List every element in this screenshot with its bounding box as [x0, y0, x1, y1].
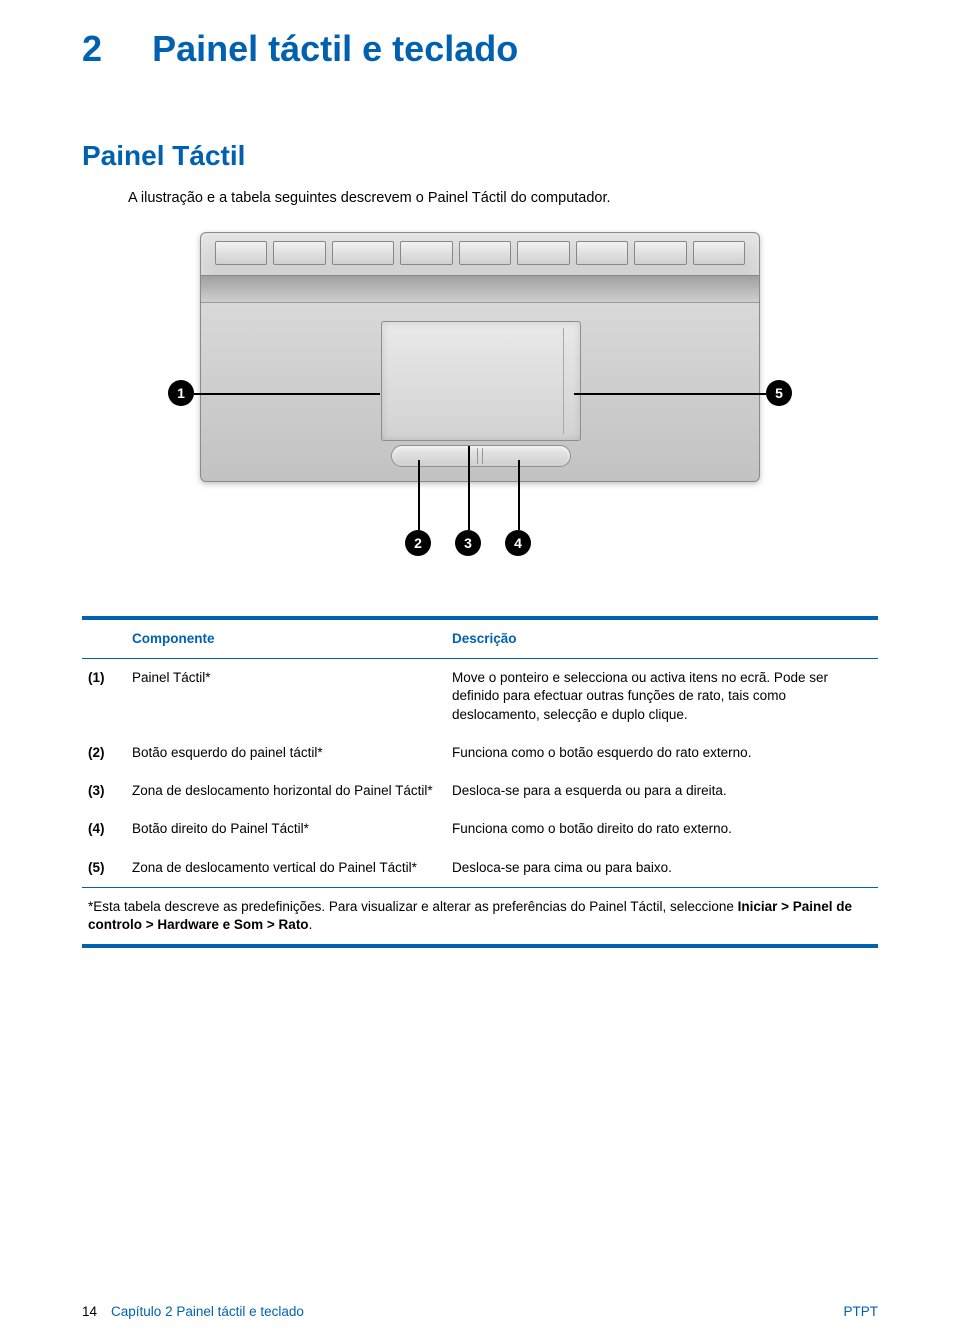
palmrest [201, 303, 759, 481]
row-num: (5) [88, 860, 105, 875]
footer-lang: PTPT [843, 1304, 878, 1319]
row-component: Zona de deslocamento vertical do Painel … [126, 849, 446, 887]
row-component: Botão esquerdo do painel táctil* [126, 734, 446, 772]
components-table: Componente Descrição (1) Painel Táctil* … [82, 616, 878, 948]
row-num: (3) [88, 783, 105, 798]
row-description: Funciona como o botão direito do rato ex… [446, 810, 878, 848]
table-rule-bottom [82, 944, 878, 948]
row-component: Zona de deslocamento horizontal do Paine… [126, 772, 446, 810]
table-row: (5) Zona de deslocamento vertical do Pai… [82, 849, 878, 887]
touchpad-surface [381, 321, 581, 441]
section-title: Painel Táctil [82, 140, 878, 172]
row-description: Funciona como o botão esquerdo do rato e… [446, 734, 878, 772]
header-description: Descrição [446, 620, 878, 658]
callout-5: 5 [766, 380, 792, 406]
chapter-number: 2 [82, 28, 102, 69]
table-footnote: *Esta tabela descreve as predefinições. … [82, 888, 878, 944]
table-row: (2) Botão esquerdo do painel táctil* Fun… [82, 734, 878, 772]
page-number: 14 [82, 1304, 97, 1319]
chapter-title: 2 Painel táctil e teclado [82, 28, 878, 70]
laptop-body [200, 232, 760, 482]
row-component: Botão direito do Painel Táctil* [126, 810, 446, 848]
section-intro: A ilustração e a tabela seguintes descre… [82, 190, 878, 206]
header-component: Componente [126, 620, 446, 658]
row-num: (1) [88, 670, 105, 685]
callout-3: 3 [455, 530, 481, 556]
table-row: (1) Painel Táctil* Move o ponteiro e sel… [82, 659, 878, 734]
table-row: (4) Botão direito do Painel Táctil* Func… [82, 810, 878, 848]
footer-chapter: Capítulo 2 Painel táctil e teclado [111, 1304, 304, 1319]
footnote-suffix: . [309, 917, 313, 932]
row-description: Desloca-se para cima ou para baixo. [446, 849, 878, 887]
row-description: Move o ponteiro e selecciona ou activa i… [446, 659, 878, 734]
row-description: Desloca-se para a esquerda ou para a dir… [446, 772, 878, 810]
callout-2: 2 [405, 530, 431, 556]
callout-1: 1 [168, 380, 194, 406]
row-component: Painel Táctil* [126, 659, 446, 734]
chapter-name: Painel táctil e teclado [152, 28, 518, 69]
table-row: (3) Zona de deslocamento horizontal do P… [82, 772, 878, 810]
touchpad-diagram: 1 5 2 3 4 [150, 232, 810, 572]
callout-4: 4 [505, 530, 531, 556]
page-footer: 14 Capítulo 2 Painel táctil e teclado PT… [82, 1304, 878, 1319]
footnote-text: *Esta tabela descreve as predefinições. … [88, 899, 738, 914]
row-num: (2) [88, 745, 105, 760]
keyboard-row [215, 241, 745, 265]
table-header: Componente Descrição [82, 620, 878, 658]
row-num: (4) [88, 821, 105, 836]
